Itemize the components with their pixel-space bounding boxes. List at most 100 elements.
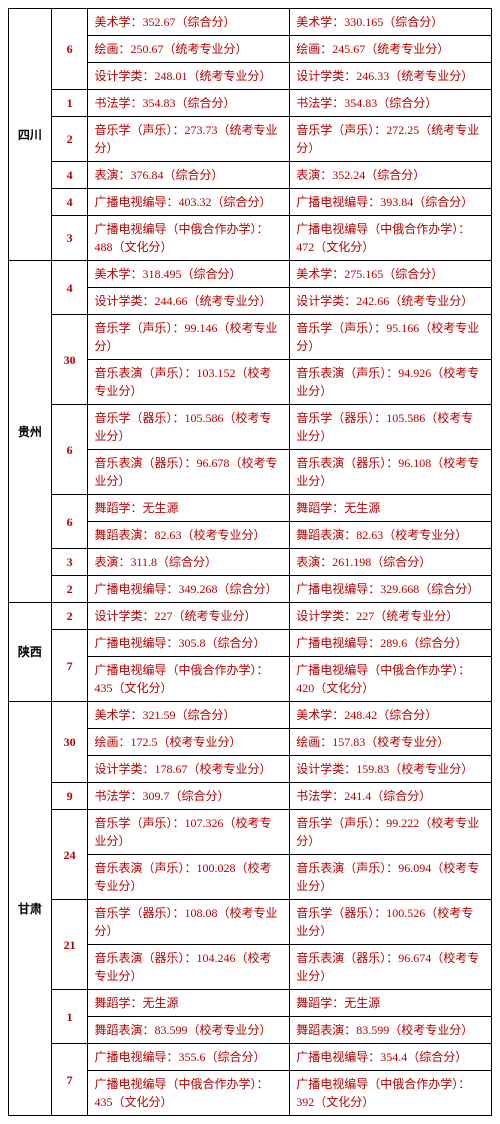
score-cell-a: 音乐学（声乐）：273.73（统考专业分） bbox=[88, 117, 290, 162]
score-cell-b: 音乐学（声乐）：95.166（校考专业分） bbox=[290, 315, 492, 360]
score-cell-a: 设计学类：244.66（统考专业分） bbox=[88, 288, 290, 315]
score-cell-b: 美术学：330.165（综合分） bbox=[290, 9, 492, 36]
table-row: 1书法学：354.83（综合分）书法学：354.83（综合分） bbox=[9, 90, 492, 117]
score-cell-a: 音乐学（器乐）：105.586（校考专业分） bbox=[88, 405, 290, 450]
score-cell-b: 音乐学（声乐）：272.25（统考专业分） bbox=[290, 117, 492, 162]
score-cell-b: 设计学类：242.66（统考专业分） bbox=[290, 288, 492, 315]
table-row: 4广播电视编导：403.32（综合分）广播电视编导：393.84（综合分） bbox=[9, 189, 492, 216]
table-row: 2音乐学（声乐）：273.73（统考专业分）音乐学（声乐）：272.25（统考专… bbox=[9, 117, 492, 162]
table-row: 四川6美术学：352.67（综合分）美术学：330.165（综合分） bbox=[9, 9, 492, 36]
score-cell-b: 书法学：354.83（综合分） bbox=[290, 90, 492, 117]
table-row: 甘肃30美术学：321.59（综合分）美术学：248.42（综合分） bbox=[9, 702, 492, 729]
score-cell-b: 音乐表演（声乐）：94.926（校考专业分） bbox=[290, 360, 492, 405]
table-row: 24音乐学（声乐）：107.326（校考专业分）音乐学（声乐）：99.222（校… bbox=[9, 810, 492, 855]
score-cell-b: 音乐表演（声乐）：96.094（校考专业分） bbox=[290, 855, 492, 900]
score-cell-a: 设计学类：178.67（校考专业分） bbox=[88, 756, 290, 783]
province-cell: 陕西 bbox=[9, 603, 52, 702]
province-cell: 四川 bbox=[9, 9, 52, 261]
score-cell-a: 舞蹈表演：82.63（校考专业分） bbox=[88, 522, 290, 549]
table-row: 3广播电视编导（中俄合作办学）：488（文化分）广播电视编导（中俄合作办学）：4… bbox=[9, 216, 492, 261]
score-cell-a: 舞蹈学：无生源 bbox=[88, 495, 290, 522]
table-row: 6音乐学（器乐）：105.586（校考专业分）音乐学（器乐）：105.586（校… bbox=[9, 405, 492, 450]
table-row: 6舞蹈学：无生源舞蹈学：无生源 bbox=[9, 495, 492, 522]
score-cell-b: 绘画：245.67（统考专业分） bbox=[290, 36, 492, 63]
table-row: 21音乐学（器乐）：108.08（校考专业分）音乐学（器乐）：100.526（校… bbox=[9, 900, 492, 945]
table-row: 贵州4美术学：318.495（综合分）美术学：275.165（综合分） bbox=[9, 261, 492, 288]
score-cell-a: 广播电视编导：403.32（综合分） bbox=[88, 189, 290, 216]
score-cell-b: 舞蹈表演：83.599（校考专业分） bbox=[290, 1017, 492, 1044]
score-cell-a: 绘画：250.67（统考专业分） bbox=[88, 36, 290, 63]
score-cell-b: 音乐学（声乐）：99.222（校考专业分） bbox=[290, 810, 492, 855]
score-cell-a: 音乐表演（声乐）：100.028（校考专业分） bbox=[88, 855, 290, 900]
score-cell-b: 音乐表演（器乐）：96.674（校考专业分） bbox=[290, 945, 492, 990]
score-cell-b: 书法学：241.4（综合分） bbox=[290, 783, 492, 810]
score-cell-b: 美术学：275.165（综合分） bbox=[290, 261, 492, 288]
count-cell: 4 bbox=[51, 189, 88, 216]
count-cell: 4 bbox=[51, 162, 88, 189]
score-cell-b: 广播电视编导（中俄合作办学）：420（文化分） bbox=[290, 657, 492, 702]
table-row: 陕西2设计学类：227（统考专业分）设计学类：227（统考专业分） bbox=[9, 603, 492, 630]
score-cell-b: 广播电视编导（中俄合作办学）：392（文化分） bbox=[290, 1071, 492, 1116]
score-table: 四川6美术学：352.67（综合分）美术学：330.165（综合分）绘画：250… bbox=[8, 8, 492, 1116]
score-cell-a: 音乐学（声乐）：107.326（校考专业分） bbox=[88, 810, 290, 855]
score-cell-b: 广播电视编导：289.6（综合分） bbox=[290, 630, 492, 657]
score-cell-b: 美术学：248.42（综合分） bbox=[290, 702, 492, 729]
count-cell: 1 bbox=[51, 90, 88, 117]
score-cell-a: 表演：376.84（综合分） bbox=[88, 162, 290, 189]
score-cell-b: 广播电视编导：354.4（综合分） bbox=[290, 1044, 492, 1071]
table-row: 1舞蹈学：无生源舞蹈学：无生源 bbox=[9, 990, 492, 1017]
score-cell-b: 设计学类：159.83（校考专业分） bbox=[290, 756, 492, 783]
score-cell-b: 设计学类：227（统考专业分） bbox=[290, 603, 492, 630]
count-cell: 6 bbox=[51, 405, 88, 495]
table-row: 2广播电视编导：349.268（综合分）广播电视编导：329.668（综合分） bbox=[9, 576, 492, 603]
count-cell: 6 bbox=[51, 495, 88, 549]
table-row: 7广播电视编导：355.6（综合分）广播电视编导：354.4（综合分） bbox=[9, 1044, 492, 1071]
score-cell-a: 广播电视编导（中俄合作办学）：435（文化分） bbox=[88, 657, 290, 702]
score-cell-a: 设计学类：227（统考专业分） bbox=[88, 603, 290, 630]
score-cell-b: 广播电视编导：393.84（综合分） bbox=[290, 189, 492, 216]
score-cell-a: 舞蹈学：无生源 bbox=[88, 990, 290, 1017]
score-cell-a: 书法学：354.83（综合分） bbox=[88, 90, 290, 117]
score-cell-a: 绘画：172.5（校考专业分） bbox=[88, 729, 290, 756]
count-cell: 1 bbox=[51, 990, 88, 1044]
score-cell-b: 舞蹈学：无生源 bbox=[290, 990, 492, 1017]
count-cell: 30 bbox=[51, 315, 88, 405]
score-cell-a: 音乐表演（器乐）：96.678（校考专业分） bbox=[88, 450, 290, 495]
count-cell: 3 bbox=[51, 216, 88, 261]
score-cell-a: 表演：311.8（综合分） bbox=[88, 549, 290, 576]
count-cell: 4 bbox=[51, 261, 88, 315]
table-row: 7广播电视编导：305.8（综合分）广播电视编导：289.6（综合分） bbox=[9, 630, 492, 657]
score-cell-a: 美术学：352.67（综合分） bbox=[88, 9, 290, 36]
score-cell-a: 舞蹈表演：83.599（校考专业分） bbox=[88, 1017, 290, 1044]
table-row: 30音乐学（声乐）：99.146（校考专业分）音乐学（声乐）：95.166（校考… bbox=[9, 315, 492, 360]
score-cell-a: 美术学：318.495（综合分） bbox=[88, 261, 290, 288]
table-row: 9书法学：309.7（综合分）书法学：241.4（综合分） bbox=[9, 783, 492, 810]
score-cell-b: 绘画：157.83（校考专业分） bbox=[290, 729, 492, 756]
score-cell-b: 表演：261.198（综合分） bbox=[290, 549, 492, 576]
count-cell: 7 bbox=[51, 1044, 88, 1116]
score-cell-b: 设计学类：246.33（统考专业分） bbox=[290, 63, 492, 90]
count-cell: 2 bbox=[51, 117, 88, 162]
score-cell-b: 音乐学（器乐）：105.586（校考专业分） bbox=[290, 405, 492, 450]
score-cell-a: 音乐表演（声乐）：103.152（校考专业分） bbox=[88, 360, 290, 405]
score-cell-a: 音乐表演（器乐）：104.246（校考专业分） bbox=[88, 945, 290, 990]
count-cell: 2 bbox=[51, 603, 88, 630]
score-cell-a: 广播电视编导（中俄合作办学）：435（文化分） bbox=[88, 1071, 290, 1116]
score-cell-b: 广播电视编导：329.668（综合分） bbox=[290, 576, 492, 603]
count-cell: 2 bbox=[51, 576, 88, 603]
count-cell: 3 bbox=[51, 549, 88, 576]
score-cell-b: 舞蹈学：无生源 bbox=[290, 495, 492, 522]
score-cell-a: 设计学类：248.01（统考专业分） bbox=[88, 63, 290, 90]
score-cell-b: 表演：352.24（综合分） bbox=[290, 162, 492, 189]
score-cell-b: 音乐学（器乐）：100.526（校考专业分） bbox=[290, 900, 492, 945]
score-cell-a: 广播电视编导：349.268（综合分） bbox=[88, 576, 290, 603]
count-cell: 21 bbox=[51, 900, 88, 990]
score-cell-a: 广播电视编导：305.8（综合分） bbox=[88, 630, 290, 657]
score-cell-a: 书法学：309.7（综合分） bbox=[88, 783, 290, 810]
score-cell-a: 音乐学（器乐）：108.08（校考专业分） bbox=[88, 900, 290, 945]
count-cell: 24 bbox=[51, 810, 88, 900]
score-cell-b: 音乐表演（器乐）：96.108（校考专业分） bbox=[290, 450, 492, 495]
count-cell: 7 bbox=[51, 630, 88, 702]
province-cell: 甘肃 bbox=[9, 702, 52, 1116]
score-cell-a: 美术学：321.59（综合分） bbox=[88, 702, 290, 729]
